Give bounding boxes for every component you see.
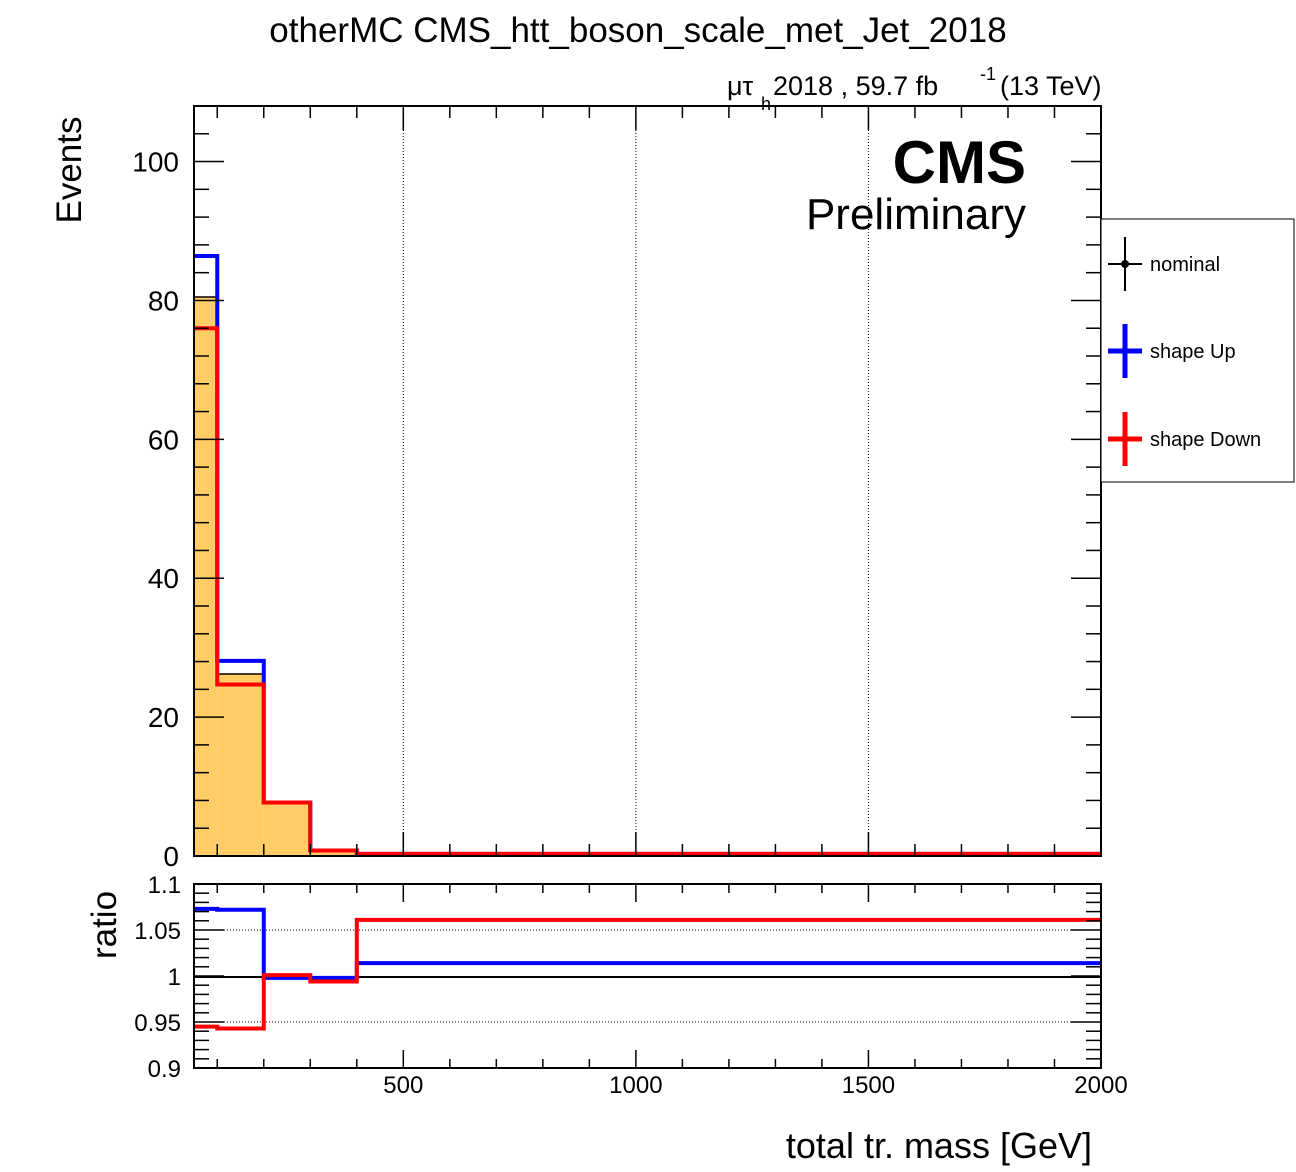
- ratio-grid: [194, 929, 1101, 1023]
- nominal-bar-0: [194, 296, 218, 856]
- main-ytick-label-2: 40: [148, 563, 179, 594]
- xtick-label-1: 1000: [609, 1072, 662, 1099]
- ratio-ytick-label-0: 0.9: [148, 1056, 181, 1083]
- nominal-filled-histogram: [194, 296, 1101, 856]
- legend-entry-shape-up: shape Up: [1108, 324, 1236, 378]
- main-line-shape-up: [194, 254, 1101, 856]
- main-histogram-lines: [194, 254, 1101, 856]
- channel-label: μτ: [727, 71, 754, 101]
- channel-main: μτ: [727, 71, 754, 101]
- channel-subscript: h: [761, 94, 771, 114]
- legend-down-label: shape Down: [1150, 429, 1261, 451]
- legend: nominal shape Up shape Down: [1100, 218, 1295, 483]
- main-ytick-label-0: 0: [163, 841, 179, 872]
- xtick-label-0: 500: [383, 1072, 423, 1099]
- main-line-nominal: [194, 296, 1101, 855]
- main-y-tick-labels: 0 20 40 60 80 100: [132, 147, 179, 872]
- nominal-bar-3: [310, 850, 357, 856]
- main-axis-ticks: [194, 106, 1102, 857]
- ratio-axis-ticks: [194, 883, 1102, 1069]
- main-ytick-label-4: 80: [148, 285, 179, 316]
- chart-title: otherMC CMS_htt_boson_scale_met_Jet_2018: [269, 11, 1006, 50]
- legend-up-label: shape Up: [1150, 341, 1236, 363]
- ratio-ytick-label-4: 1.1: [148, 872, 181, 899]
- ratio-plot-panel: 0.9 0.95 1 1.05 1.1 500 1000 1500 2000 ratio to…: [85, 872, 1128, 1166]
- xtick-label-3: 2000: [1074, 1072, 1127, 1099]
- main-plot-panel: 0 20 40 60 80 100 Events: [50, 105, 1102, 872]
- lumi-superscript: -1: [980, 64, 996, 84]
- energy-text: (13 TeV): [1000, 71, 1102, 101]
- legend-nominal-label: nominal: [1150, 254, 1220, 276]
- main-ytick-label-5: 100: [132, 147, 179, 178]
- cms-sublabel: Preliminary: [806, 190, 1026, 239]
- ratio-histogram-lines: [194, 906, 1101, 1031]
- x-axis-label: total tr. mass [GeV]: [786, 1125, 1092, 1166]
- ratio-y-axis-label: ratio: [85, 891, 124, 959]
- lumi-label: μτ h 2018 , 59.7 fb -1 (13 TeV): [727, 64, 1102, 114]
- main-ytick-label-3: 60: [148, 424, 179, 455]
- main-ytick-label-1: 20: [148, 702, 179, 733]
- main-y-axis-label: Events: [50, 117, 89, 224]
- lumi-text: 2018 , 59.7 fb: [773, 71, 938, 101]
- ratio-ytick-label-2: 1: [168, 964, 181, 991]
- nominal-bar-1: [217, 674, 264, 856]
- cms-label: CMS: [893, 129, 1026, 196]
- nominal-bar-2: [263, 802, 311, 856]
- ratio-line-shape-down: [194, 917, 1101, 1031]
- legend-entry-nominal: nominal: [1108, 237, 1220, 291]
- ratio-y-tick-labels: 0.9 0.95 1 1.05 1.1: [134, 872, 181, 1083]
- ratio-x-tick-labels: 500 1000 1500 2000: [383, 1072, 1127, 1099]
- ratio-ytick-label-3: 1.05: [134, 918, 181, 945]
- main-line-shape-down: [194, 326, 1101, 856]
- legend-nominal-marker: [1121, 260, 1129, 268]
- legend-entry-shape-down: shape Down: [1108, 412, 1261, 466]
- main-grid: [402, 106, 869, 856]
- xtick-label-2: 1500: [842, 1072, 895, 1099]
- ratio-ytick-label-1: 0.95: [134, 1010, 181, 1037]
